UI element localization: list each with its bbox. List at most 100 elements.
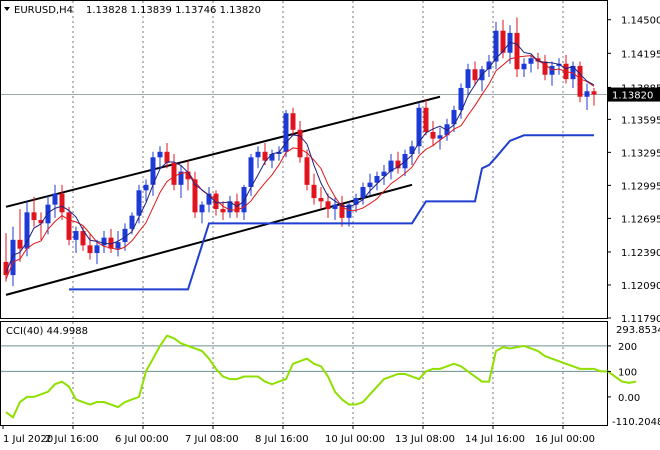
candle-body: [353, 198, 359, 205]
symbol-label: EURUSD,H4: [14, 5, 73, 16]
candle-body: [59, 193, 65, 213]
candle-body: [213, 193, 219, 210]
price-tick-label: 1.11790: [621, 314, 660, 325]
candle-body: [423, 107, 429, 132]
price-tick-label: 1.12090: [621, 281, 660, 292]
moving-averages: [5, 41, 595, 280]
channel-line: [5, 95, 441, 208]
candle-body: [66, 212, 72, 240]
candle-body: [290, 113, 296, 130]
candle-body: [262, 151, 268, 161]
price-tag-background: [608, 87, 660, 102]
candle-body: [311, 184, 317, 199]
candle-body: [409, 146, 415, 154]
chart-header: EURUSD,H4 1.13828 1.13839 1.13746 1.1382…: [4, 5, 261, 16]
candle-body: [199, 204, 205, 213]
candle-body: [276, 151, 282, 154]
cci-tick-label: 0.00: [618, 393, 640, 404]
candle-body: [192, 179, 198, 213]
candle-body: [472, 69, 478, 81]
candle-body: [178, 171, 184, 185]
candle-body: [206, 193, 212, 205]
candle-body: [500, 30, 506, 53]
cci-scale-min: -110.2048: [612, 417, 660, 428]
time-tick-label: 1 Jul 2020: [3, 434, 53, 445]
candle-body: [388, 160, 394, 172]
support-line: [69, 134, 594, 291]
price-tick-label: 1.13295: [621, 148, 660, 159]
candle-body: [241, 187, 247, 213]
price-tick-label: 1.12995: [621, 181, 660, 192]
candle-body: [325, 201, 331, 210]
candle-body: [227, 201, 233, 213]
candle-body: [31, 212, 37, 221]
candle-body: [465, 69, 471, 88]
candle-body: [332, 204, 338, 210]
cci-tick-label: 200: [618, 342, 637, 353]
candle-body: [318, 198, 324, 202]
main-plot-frame: [0, 0, 608, 319]
candle-body: [451, 109, 457, 125]
channel-line: [5, 183, 413, 296]
time-tick-label: 7 Jul 08:00: [185, 434, 239, 445]
candle-body: [157, 151, 163, 158]
indicator-plot-frame: [0, 321, 608, 426]
dropdown-triangle-icon[interactable]: [4, 7, 10, 11]
candle-body: [129, 215, 135, 229]
candle-body: [493, 30, 499, 62]
candle-body: [136, 190, 142, 216]
time-tick-label: 13 Jul 08:00: [395, 434, 455, 445]
candle-body: [101, 237, 107, 246]
candle-body: [164, 151, 170, 163]
candle-body: [591, 91, 597, 95]
candle-body: [381, 171, 387, 177]
candle-body: [24, 212, 30, 249]
vertical-gridlines: [1, 1, 607, 425]
candle-body: [45, 204, 51, 224]
candle-body: [535, 58, 541, 62]
candle-body: [87, 245, 93, 254]
price-tick-label: 1.14195: [621, 49, 660, 60]
cci-tick-label: 100: [618, 367, 637, 378]
candle-body: [430, 131, 436, 139]
candle-body: [416, 107, 422, 147]
candle-body: [486, 61, 492, 70]
candle-body: [304, 157, 310, 185]
cci-line: [5, 334, 637, 419]
candle-body: [122, 228, 128, 243]
candle-body: [80, 231, 86, 246]
time-tick-label: 16 Jul 00:00: [535, 434, 595, 445]
price-tick-label: 1.12390: [621, 248, 660, 259]
candle-body: [283, 113, 289, 152]
price-tick-label: 1.12695: [621, 214, 660, 225]
candle-body: [150, 157, 156, 185]
candle-body: [248, 157, 254, 188]
time-tick-label: 14 Jul 16:00: [465, 434, 525, 445]
support-stepline: [69, 134, 594, 291]
candle-body: [339, 204, 345, 218]
price-tick-label: 1.14500: [621, 16, 660, 27]
candle-body: [577, 65, 583, 97]
trend-channel: [5, 95, 441, 296]
candle-body: [115, 242, 121, 249]
fast-moving-average: [5, 55, 595, 280]
candle-body: [297, 129, 303, 158]
candle-body: [437, 135, 443, 139]
candle-body: [17, 239, 23, 249]
candle-body: [542, 61, 548, 75]
time-tick-label: 10 Jul 00:00: [325, 434, 385, 445]
slow-moving-average: [5, 41, 595, 274]
cci-label: CCI(40) 44.9988: [6, 326, 88, 337]
cci-scale-max: 293.8534: [616, 325, 660, 336]
candle-body: [269, 153, 275, 161]
price-axis: 1.145001.141951.138851.135951.132951.129…: [607, 16, 660, 404]
candle-body: [374, 176, 380, 183]
candle-body: [346, 204, 352, 218]
price-tick-label: 1.13595: [621, 115, 660, 126]
candle-body: [3, 261, 9, 276]
candle-body: [38, 220, 44, 224]
candle-body: [185, 171, 191, 180]
candle-body: [255, 151, 261, 158]
candle-body: [143, 184, 149, 191]
